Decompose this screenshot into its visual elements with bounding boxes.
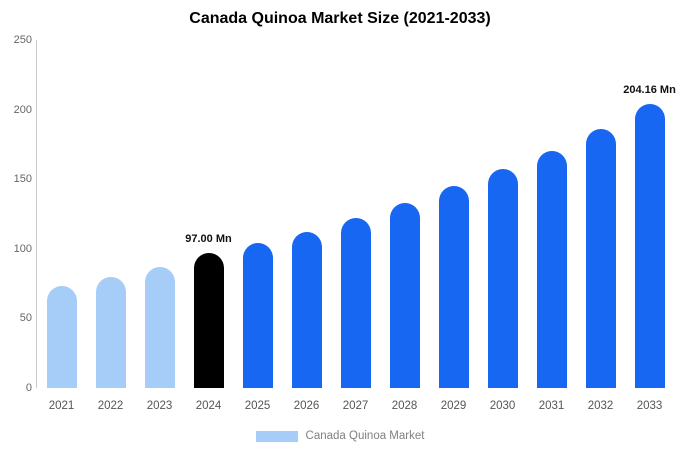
bar-2031 bbox=[536, 151, 567, 388]
bar-column: 204.16 Mn 2033 bbox=[623, 40, 676, 412]
x-tick-label: 2026 bbox=[293, 400, 320, 412]
chart-title: Canada Quinoa Market Size (2021-2033) bbox=[189, 10, 491, 27]
bar-2027 bbox=[340, 218, 371, 388]
data-label: 204.16 Mn bbox=[623, 83, 676, 96]
x-tick-label: 2021 bbox=[48, 400, 75, 412]
x-tick-label: 2029 bbox=[440, 400, 467, 412]
bar-2023 bbox=[144, 266, 175, 388]
bar-2025 bbox=[242, 243, 273, 388]
x-tick-label: 2028 bbox=[391, 400, 418, 412]
x-tick-label: 2031 bbox=[538, 400, 565, 412]
y-tick-label: 200 bbox=[13, 103, 32, 116]
legend: Canada Quinoa Market bbox=[0, 430, 680, 442]
bar-column: 2030 bbox=[478, 40, 527, 412]
legend-label: Canada Quinoa Market bbox=[305, 430, 425, 442]
x-tick-label: 2022 bbox=[97, 400, 124, 412]
y-tick-label: 0 bbox=[25, 382, 32, 394]
bar-2028 bbox=[389, 202, 420, 388]
bar-2029 bbox=[438, 186, 469, 388]
y-tick-label: 50 bbox=[19, 312, 32, 325]
data-label: 97.00 Mn bbox=[185, 232, 232, 245]
bar-2022 bbox=[95, 276, 126, 388]
x-tick-label: 2023 bbox=[146, 400, 173, 412]
bar-column: 2032 bbox=[576, 40, 625, 412]
x-tick-label: 2033 bbox=[636, 400, 663, 412]
x-tick-label: 2027 bbox=[342, 400, 369, 412]
bar-2032 bbox=[585, 129, 616, 388]
x-tick-label: 2032 bbox=[587, 400, 614, 412]
y-tick-label: 150 bbox=[13, 173, 32, 186]
bar-column: 2026 bbox=[282, 40, 331, 412]
bar-column: 2029 bbox=[429, 40, 478, 412]
bar-column: 2025 bbox=[233, 40, 282, 412]
x-tick-label: 2025 bbox=[244, 400, 271, 412]
bar-column: 2027 bbox=[331, 40, 380, 412]
x-tick-label: 2024 bbox=[195, 400, 222, 412]
legend-swatch bbox=[255, 430, 298, 442]
plot-wrap: 2021 2022 2023 97.00 Mn 2024 2025 2026 2027 2028… bbox=[14, 34, 676, 412]
bar-2030 bbox=[487, 169, 518, 388]
bar-column: 2022 bbox=[86, 40, 135, 412]
bar-column: 2028 bbox=[380, 40, 429, 412]
bar-column: 97.00 Mn 2024 bbox=[184, 40, 233, 412]
bar-2024 bbox=[193, 252, 224, 388]
y-axis-line bbox=[36, 40, 37, 388]
y-tick-label: 250 bbox=[13, 34, 32, 46]
x-tick-label: 2030 bbox=[489, 400, 516, 412]
bar-column: 2031 bbox=[527, 40, 576, 412]
bar-column: 2023 bbox=[135, 40, 184, 412]
bar-column: 2021 bbox=[37, 40, 86, 412]
bar-2021 bbox=[46, 286, 77, 388]
bar-2026 bbox=[291, 232, 322, 388]
y-tick-label: 100 bbox=[13, 242, 32, 255]
plot-area: 2021 2022 2023 97.00 Mn 2024 2025 2026 2027 2028… bbox=[37, 40, 676, 412]
bar-2033 bbox=[634, 103, 665, 388]
